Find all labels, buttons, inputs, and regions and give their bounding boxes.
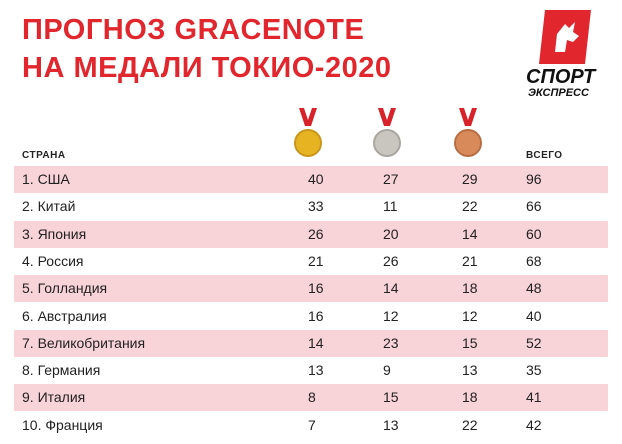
table-row: 7. Великобритания 14 23 15 52 (14, 329, 608, 357)
bronze-cell: 18 (462, 280, 478, 297)
silver-cell: 15 (383, 389, 399, 406)
total-cell: 96 (526, 171, 542, 187)
table-row: 10. Франция 7 13 22 42 (14, 412, 608, 439)
table-row: 2. Китай 33 11 22 66 (14, 193, 608, 220)
total-cell: 52 (526, 334, 542, 351)
gold-cell: 16 (308, 307, 324, 324)
bronze-cell: 29 (462, 171, 478, 187)
bronze-cell: 22 (462, 198, 478, 215)
table-row: 6. Австралия 16 12 12 40 (14, 303, 608, 330)
medal-icons (294, 108, 482, 157)
total-cell: 35 (526, 362, 542, 379)
country-cell: 9. Италия (22, 389, 86, 406)
silver-cell: 12 (383, 307, 399, 324)
gold-cell: 16 (308, 280, 324, 297)
silver-cell: 27 (383, 171, 399, 187)
gold-medal (294, 108, 322, 157)
bronze-cell: 18 (462, 389, 478, 406)
bronze-cell: 14 (462, 225, 478, 242)
table-row: 4. Россия 21 26 21 68 (14, 248, 608, 275)
silver-cell: 23 (383, 334, 399, 351)
bronze-cell: 15 (462, 334, 478, 351)
bronze-cell: 22 (462, 416, 478, 433)
title-line: НА МЕДАЛИ ТОКИО-2020 (22, 52, 392, 84)
gold-cell: 8 (308, 389, 316, 406)
silver-cell: 13 (383, 416, 399, 433)
country-cell: 7. Великобритания (22, 334, 146, 351)
logo-icon (539, 10, 591, 64)
gold-cell: 14 (308, 334, 324, 351)
total-cell: 48 (526, 280, 542, 297)
silver-cell: 11 (383, 198, 398, 215)
bronze-medal (454, 108, 482, 157)
silver-cell: 9 (383, 362, 391, 379)
gold-cell: 26 (308, 225, 324, 242)
table-row: 9. Италия 8 15 18 41 (14, 384, 608, 412)
table-row: 8. Германия 13 9 13 35 (14, 357, 608, 384)
logo-text: СПОРТ (526, 66, 596, 88)
silver-cell: 14 (383, 280, 399, 297)
country-cell: 10. Франция (22, 416, 103, 433)
title-line: ПРОГНОЗ GRACENOTE (22, 14, 365, 46)
table-row: 3. Япония 26 20 14 60 (14, 220, 608, 248)
column-header: ВСЕГО (526, 150, 563, 161)
total-cell: 40 (526, 307, 542, 324)
bronze-cell: 12 (462, 307, 478, 324)
country-cell: 6. Австралия (22, 307, 107, 324)
column-header: СТРАНА (22, 150, 66, 161)
gold-cell: 40 (308, 171, 324, 187)
gold-cell: 33 (308, 198, 324, 215)
total-cell: 68 (526, 252, 542, 269)
country-cell: 1. США (22, 171, 70, 187)
gold-cell: 13 (308, 362, 324, 379)
gold-cell: 7 (308, 416, 316, 433)
country-cell: 3. Япония (22, 225, 87, 242)
country-cell: 4. Россия (22, 252, 84, 269)
silver-cell: 26 (383, 252, 399, 269)
logo-text: ЭКСПРЕСС (528, 87, 589, 99)
silver-medal (373, 108, 401, 157)
total-cell: 41 (526, 389, 542, 406)
country-cell: 5. Голландия (22, 280, 108, 297)
total-cell: 60 (526, 225, 542, 242)
gold-cell: 21 (308, 252, 324, 269)
total-cell: 66 (526, 198, 542, 215)
bronze-cell: 21 (462, 252, 478, 269)
country-cell: 8. Германия (22, 362, 101, 379)
total-cell: 42 (526, 416, 542, 433)
table-row: 1. США 40 27 29 96 (14, 166, 608, 193)
bronze-cell: 13 (462, 362, 478, 379)
table-row: 5. Голландия 16 14 18 48 (14, 275, 608, 303)
country-cell: 2. Китай (22, 198, 76, 215)
silver-cell: 20 (383, 225, 399, 242)
